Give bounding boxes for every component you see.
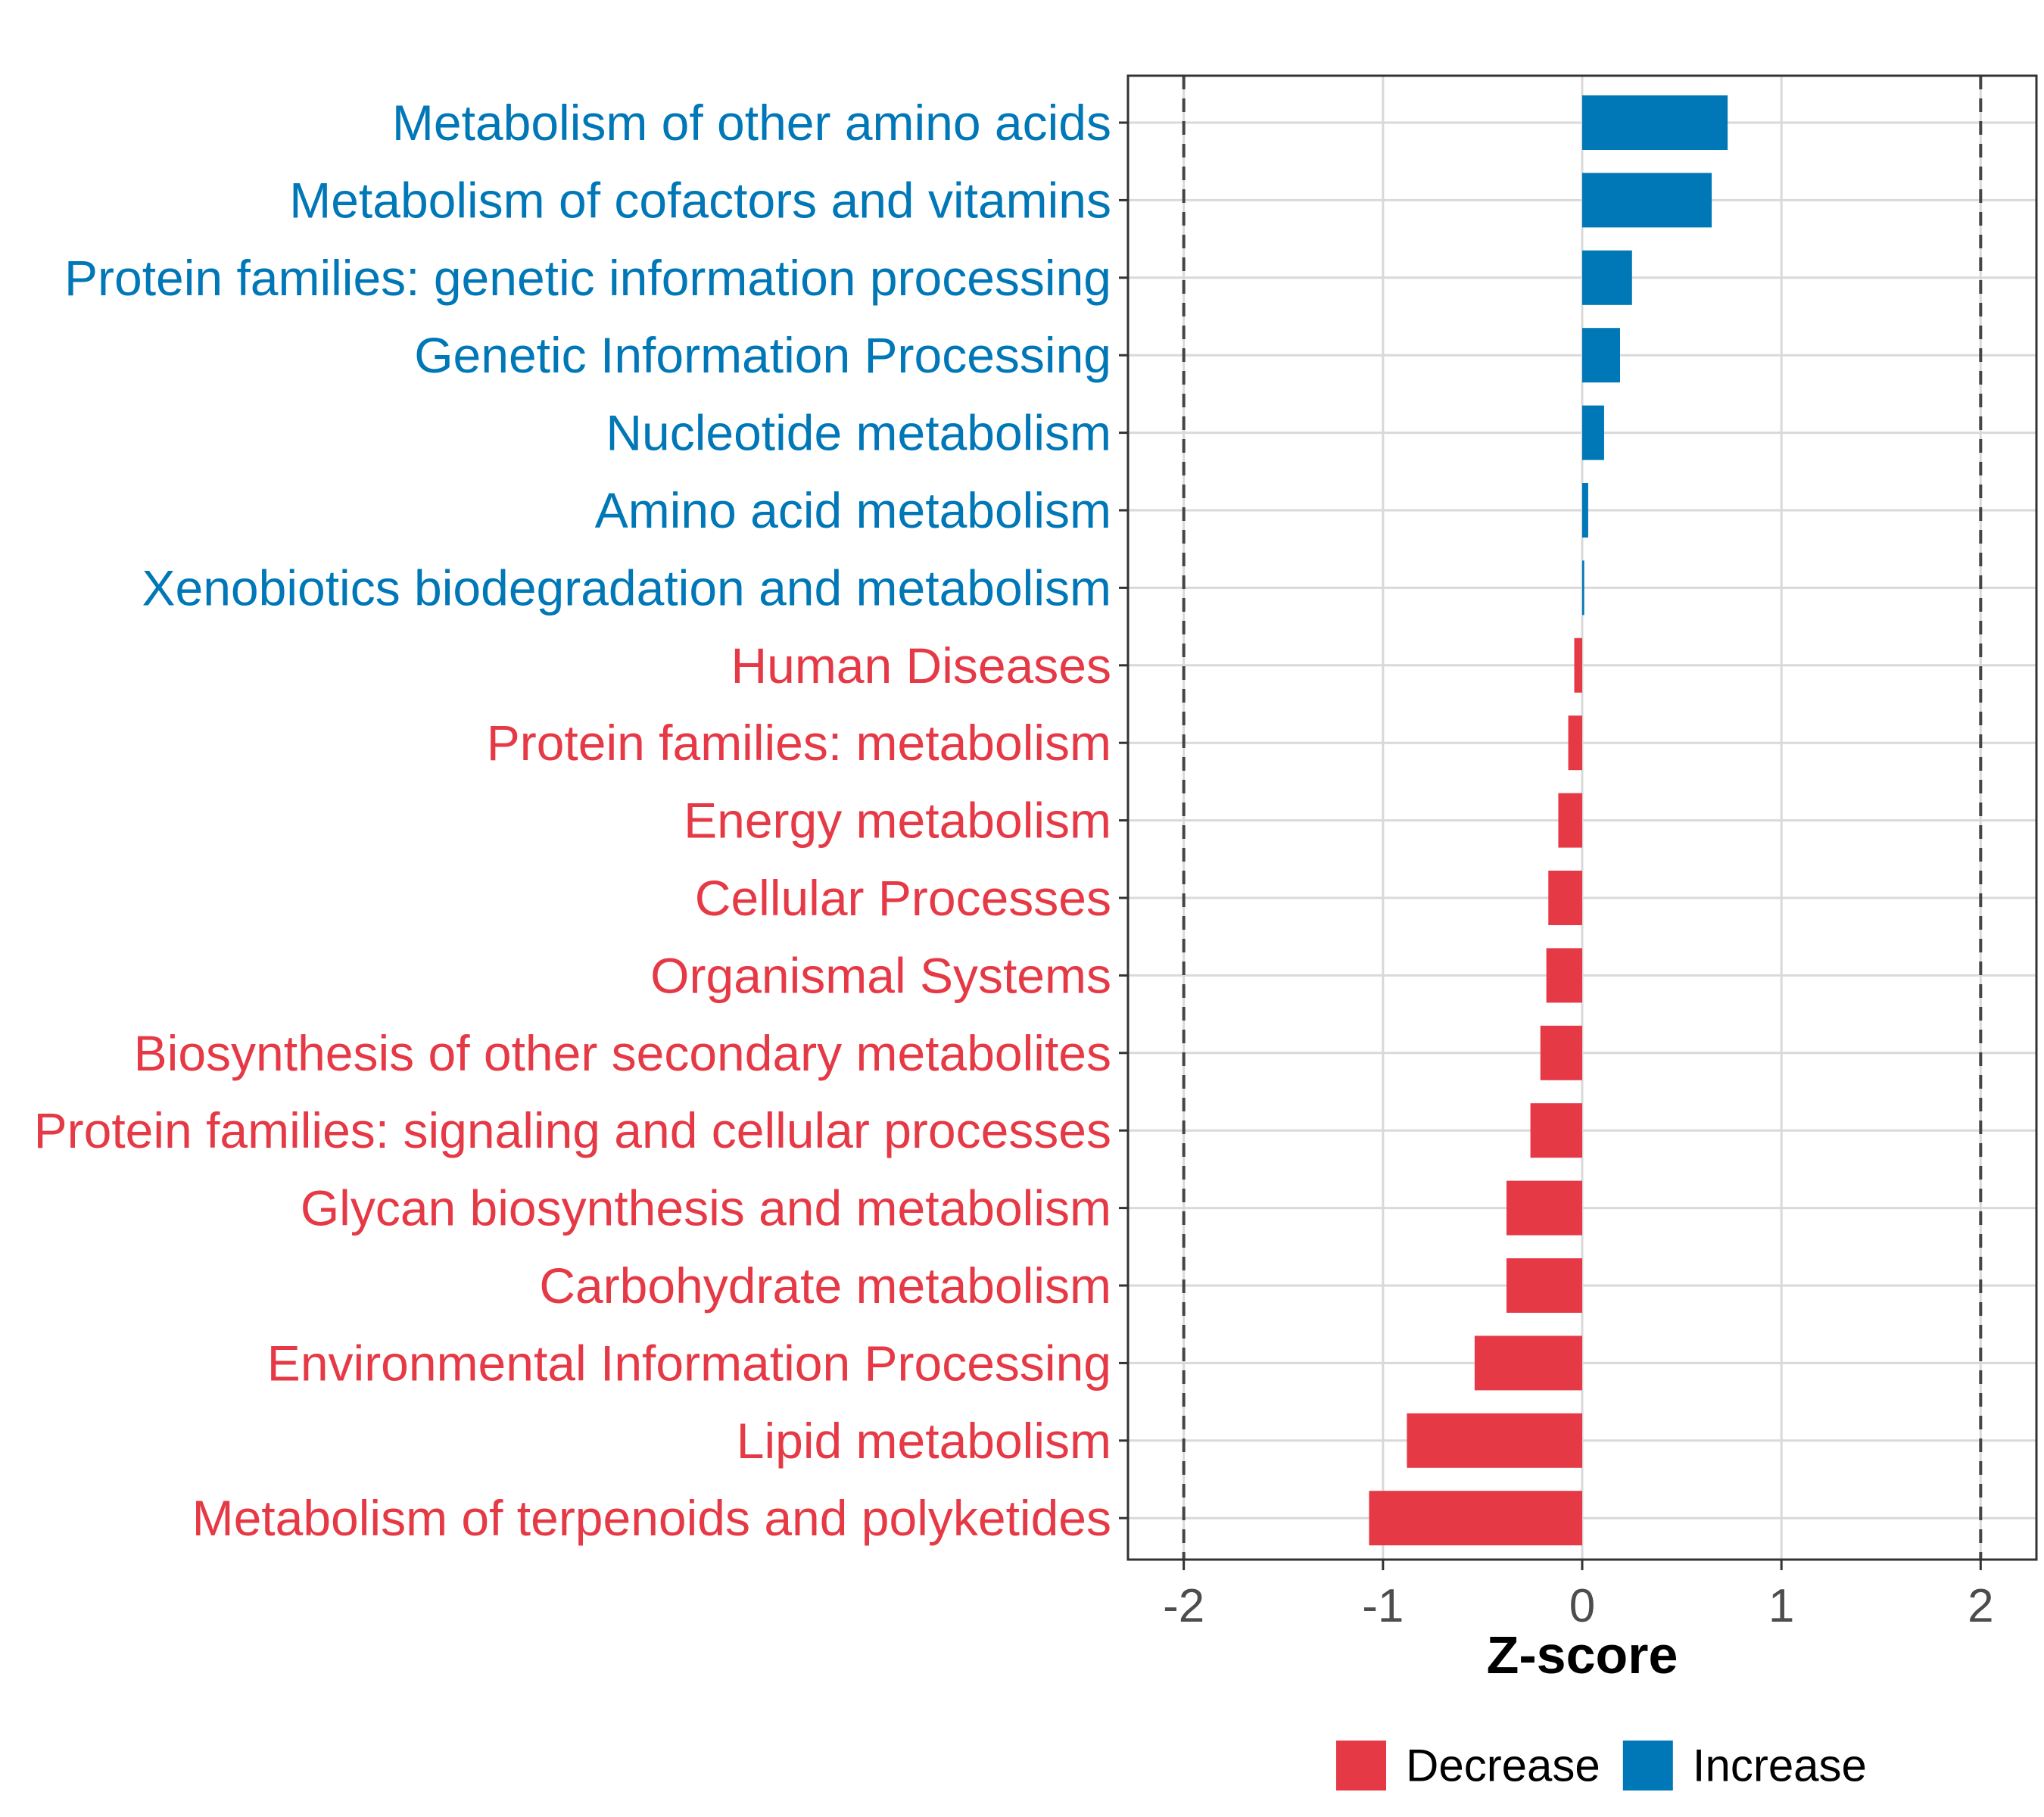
category-label: Biosynthesis of other secondary metaboli…	[134, 1025, 1111, 1081]
bar-decrease	[1568, 715, 1582, 771]
category-label: Glycan biosynthesis and metabolism	[301, 1180, 1111, 1236]
category-label: Genetic Information Processing	[414, 327, 1111, 383]
x-tick-label: 0	[1569, 1580, 1595, 1632]
bar-increase	[1582, 483, 1588, 538]
legend-key	[1622, 1741, 1673, 1791]
bar-increase	[1582, 95, 1728, 150]
bar-decrease	[1507, 1258, 1582, 1313]
bar-decrease	[1369, 1491, 1582, 1546]
bar-increase	[1582, 560, 1584, 616]
category-label: Organismal Systems	[650, 947, 1111, 1003]
category-label: Protein families: metabolism	[487, 715, 1111, 771]
category-label: Metabolism of cofactors and vitamins	[289, 172, 1111, 228]
category-label: Metabolism of other amino acids	[392, 95, 1111, 151]
bar-increase	[1582, 328, 1620, 383]
legend-item-increase: Increase	[1622, 1741, 1867, 1791]
category-label: Cellular Processes	[695, 870, 1111, 926]
category-label: Nucleotide metabolism	[606, 405, 1111, 461]
category-label: Protein families: genetic information pr…	[64, 250, 1111, 306]
x-tick-label: -1	[1362, 1580, 1404, 1632]
category-label: Environmental Information Processing	[267, 1335, 1111, 1391]
category-label: Amino acid metabolism	[595, 482, 1111, 538]
bar-decrease	[1574, 637, 1582, 693]
category-label-layer: Metabolism of other amino acids Metabolis…	[34, 95, 1111, 1546]
category-label: Carbohydrate metabolism	[539, 1258, 1111, 1314]
x-tick-label: 1	[1768, 1580, 1794, 1632]
bar-increase	[1582, 173, 1712, 228]
legend-label: Increase	[1693, 1741, 1867, 1791]
category-label: Protein families: signaling and cellular…	[34, 1102, 1111, 1158]
bar-increase	[1582, 250, 1632, 305]
x-tick-label: 2	[1968, 1580, 1993, 1632]
legend-label: Decrease	[1406, 1741, 1600, 1791]
category-label: Human Diseases	[731, 637, 1111, 693]
bar-decrease	[1474, 1335, 1582, 1391]
bar-decrease	[1530, 1103, 1582, 1158]
legend-key	[1336, 1741, 1386, 1791]
x-tick-label: -2	[1163, 1580, 1204, 1632]
bar-decrease	[1540, 1025, 1582, 1080]
category-label: Xenobiotics biodegradation and metabolis…	[142, 559, 1112, 616]
bar-layer	[1369, 95, 1728, 1546]
bar-increase	[1582, 405, 1604, 460]
category-label: Metabolism of terpenoids and polyketides	[192, 1490, 1111, 1546]
x-tick-layer: -2 -1 0 1 2	[1163, 1560, 1994, 1632]
bar-decrease	[1546, 948, 1582, 1003]
legend-item-decrease: Decrease	[1336, 1741, 1600, 1791]
bar-decrease	[1558, 793, 1582, 848]
threshold-layer	[1182, 76, 1983, 1560]
category-label: Energy metabolism	[684, 793, 1111, 849]
bar-decrease	[1507, 1180, 1582, 1236]
y-tick-layer	[1119, 121, 1128, 1519]
x-axis-title: Z-score	[1487, 1625, 1678, 1685]
bar-decrease	[1407, 1413, 1582, 1468]
bar-decrease	[1548, 871, 1582, 925]
category-label: Lipid metabolism	[737, 1413, 1111, 1469]
legend: Decrease Increase	[1336, 1741, 1867, 1791]
